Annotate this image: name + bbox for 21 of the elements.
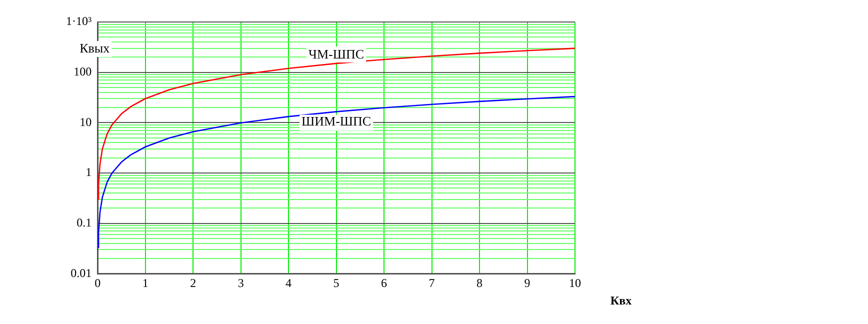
- x-tick-label: 3: [238, 276, 244, 290]
- x-tick-label: 5: [333, 276, 340, 290]
- x-tick-label: 7: [428, 276, 435, 290]
- y-tick-label: 0.1: [76, 215, 92, 230]
- x-tick-label: 0: [94, 276, 101, 290]
- x-tick-label: 8: [476, 276, 483, 290]
- y-axis-title: Квых: [80, 40, 110, 56]
- x-tick-label: 1: [142, 276, 148, 290]
- x-axis-title: Квх: [610, 294, 632, 308]
- x-tick-label: 9: [524, 276, 530, 290]
- y-tick-label: 0.01: [70, 266, 92, 280]
- y-tick-label: 10: [80, 114, 92, 129]
- y-tick-label: 1·10³: [66, 14, 92, 28]
- y-tick-label: 100: [74, 64, 92, 78]
- x-tick-label: 4: [286, 276, 292, 290]
- x-tick-label: 10: [569, 276, 581, 290]
- y-tick-label: 1: [86, 165, 92, 180]
- x-tick-label: 2: [190, 276, 196, 290]
- series-label: ШИМ-ШПС: [302, 114, 372, 129]
- x-tick-label: 6: [381, 276, 388, 290]
- series-label: ЧМ-ШПС: [308, 46, 364, 62]
